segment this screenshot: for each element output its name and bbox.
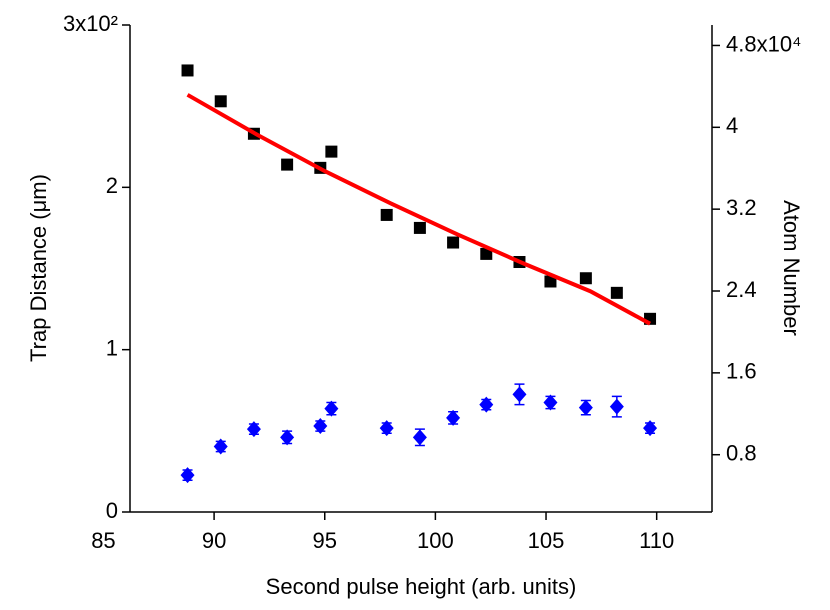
data-point: [214, 95, 227, 108]
data-point: [180, 467, 195, 484]
data-point: [479, 396, 494, 413]
y2-tick-label: 3.2: [726, 195, 757, 220]
data-point: [609, 398, 624, 415]
x-axis-label: Second pulse height (arb. units): [266, 574, 577, 599]
y2-axis-label: Atom Number: [779, 200, 804, 336]
data-point: [280, 429, 295, 446]
data-point: [543, 394, 558, 411]
data-point: [446, 409, 461, 426]
x-tick-label: 90: [202, 528, 226, 553]
data-point: [610, 286, 623, 299]
x-tick-label: 105: [528, 528, 565, 553]
y-tick-label: 3x10²: [63, 11, 118, 36]
data-point: [246, 421, 261, 438]
y2-tick-label: 4: [726, 113, 738, 138]
x-tick-label: 85: [91, 528, 115, 553]
data-point: [213, 438, 228, 455]
data-point: [544, 275, 557, 288]
y2-tick-label: 0.8: [726, 441, 757, 466]
data-point: [412, 429, 427, 446]
y-tick-label: 0: [106, 498, 118, 523]
data-point: [413, 221, 426, 234]
data-point: [325, 145, 338, 158]
data-point: [643, 420, 658, 437]
y2-tick-label: 1.6: [726, 359, 757, 384]
x-tick-label: 110: [639, 528, 674, 553]
fit-line: [186, 93, 651, 326]
x-tick-label: 100: [417, 528, 454, 553]
data-point: [379, 420, 394, 437]
data-point: [380, 208, 393, 221]
data-point: [579, 272, 592, 285]
data-point: [324, 400, 339, 417]
y-tick-label: 1: [106, 335, 118, 360]
data-point: [512, 386, 527, 403]
y2-tick-label: 4.8x10⁴: [726, 31, 802, 56]
y-axis-label: Trap Distance (μm): [26, 174, 51, 362]
y-tick-label: 2: [106, 173, 118, 198]
data-point: [281, 158, 294, 171]
data-point: [480, 247, 493, 260]
y2-tick-label: 2.4: [726, 277, 757, 302]
x-tick-label: 95: [312, 528, 336, 553]
data-point: [447, 236, 460, 249]
data-point: [313, 418, 328, 435]
data-point: [181, 64, 194, 77]
data-point: [578, 399, 593, 416]
